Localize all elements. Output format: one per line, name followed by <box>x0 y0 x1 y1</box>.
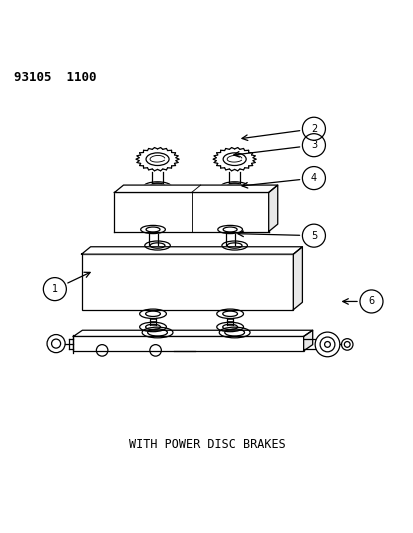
Polygon shape <box>114 185 277 192</box>
Polygon shape <box>268 185 277 231</box>
Text: WITH POWER DISC BRAKES: WITH POWER DISC BRAKES <box>128 438 285 450</box>
Text: 5: 5 <box>310 231 316 241</box>
FancyBboxPatch shape <box>81 254 293 310</box>
Polygon shape <box>81 247 301 254</box>
Text: 3: 3 <box>310 140 316 150</box>
Polygon shape <box>293 247 301 310</box>
Text: 2: 2 <box>310 124 316 134</box>
Text: 93105  1100: 93105 1100 <box>14 71 96 84</box>
Polygon shape <box>73 330 312 336</box>
Text: 6: 6 <box>368 296 374 306</box>
Text: 4: 4 <box>310 173 316 183</box>
Polygon shape <box>303 330 312 351</box>
FancyBboxPatch shape <box>73 336 303 351</box>
Text: 1: 1 <box>52 284 58 294</box>
